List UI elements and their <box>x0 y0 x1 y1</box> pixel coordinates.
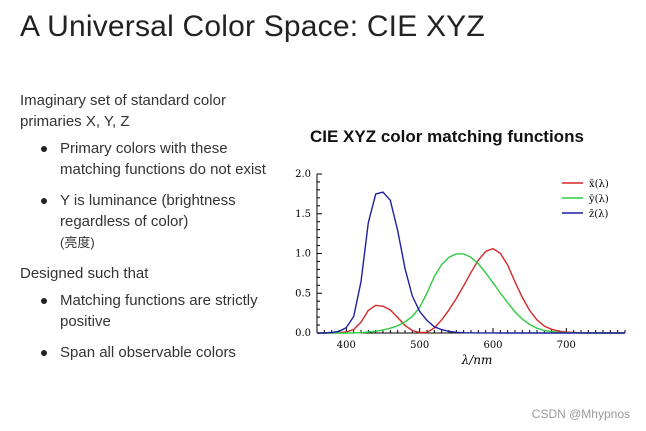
legend-label: x̄(λ) <box>589 179 609 190</box>
bullet-note: (亮度) <box>60 235 95 250</box>
y-tick-label: 0.0 <box>295 328 311 339</box>
bullet-item: Y is luminance (brightness regardless of… <box>20 190 280 253</box>
bullet-text: Matching functions are strictly positive <box>60 292 258 330</box>
y-tick-label: 1.0 <box>295 249 311 260</box>
bullet-text: Span all observable colors <box>60 344 236 361</box>
bullet-text: Primary colors with these matching funct… <box>60 140 266 178</box>
y-tick-label: 1.5 <box>295 209 311 220</box>
y-tick-label: 0.5 <box>295 288 311 299</box>
x-tick-label: 600 <box>483 340 502 351</box>
bullet-dot-icon <box>41 198 47 204</box>
chart-title: CIE XYZ color matching functions <box>310 127 584 146</box>
legend-label: ȳ(λ) <box>588 194 609 205</box>
y-tick-label: 2.0 <box>295 169 311 180</box>
bullet-list-2: Matching functions are strictly positive… <box>20 290 280 363</box>
x-tick-label: 500 <box>410 340 429 351</box>
slide-title: A Universal Color Space: CIE XYZ <box>20 10 485 43</box>
x-tick-label: 700 <box>557 340 576 351</box>
intro-text: Imaginary set of standard color primarie… <box>20 92 226 130</box>
x-axis-label: λ/nm <box>461 353 493 367</box>
bullet-item: Matching functions are strictly positive <box>20 290 280 332</box>
slide-text-column: Imaginary set of standard color primarie… <box>20 90 280 373</box>
series-line-2 <box>317 191 625 334</box>
bullet-list-1: Primary colors with these matching funct… <box>20 138 280 253</box>
designed-text: Designed such that <box>20 265 149 282</box>
bullet-item: Primary colors with these matching funct… <box>20 138 280 180</box>
watermark: CSDN @Mhypnos <box>531 407 630 421</box>
bullet-text: Y is luminance (brightness regardless of… <box>60 192 236 230</box>
bullet-dot-icon <box>41 350 47 356</box>
bullet-item: Span all observable colors <box>20 342 280 363</box>
bullet-dot-icon <box>41 298 47 304</box>
color-matching-chart: 0.0 0.5 1.0 1.5 2.0 400 500 600 700 λ/nm x̄(λ) ȳ(λ)… <box>295 169 626 367</box>
legend-label: z̄(λ) <box>589 209 609 220</box>
x-tick-label: 400 <box>337 340 356 351</box>
bullet-dot-icon <box>41 146 47 152</box>
